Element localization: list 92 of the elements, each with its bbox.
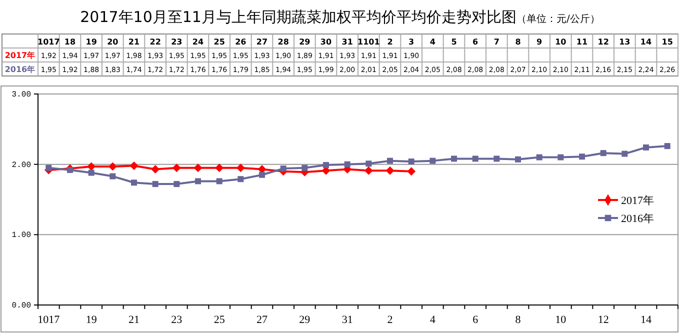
category-label: 6 xyxy=(472,314,478,326)
x-tick-label: 20 xyxy=(107,38,119,46)
x-tick-label: 3 xyxy=(408,38,414,46)
point xyxy=(67,166,73,173)
category-label: 27 xyxy=(256,314,268,326)
x-tick-label: 22 xyxy=(150,38,161,46)
category-label: 10 xyxy=(555,314,566,326)
x-tick-label: 5 xyxy=(451,38,458,46)
point xyxy=(195,178,201,184)
point xyxy=(600,150,606,156)
category-label: 29 xyxy=(299,314,310,326)
point xyxy=(622,150,628,157)
point xyxy=(430,158,436,164)
x-tick-label: 1017 xyxy=(38,38,60,46)
y-tick-label: 2.00 xyxy=(12,160,32,170)
x-tick-label: 13 xyxy=(619,38,630,46)
category-label: 1017 xyxy=(38,314,60,326)
chart-subtitle: （单位：元/公斤） xyxy=(516,13,600,25)
x-tick-label: 10 xyxy=(555,38,567,46)
point xyxy=(451,156,457,162)
x-tick-label: 9 xyxy=(536,38,543,46)
point xyxy=(152,181,158,188)
point xyxy=(643,144,649,150)
point xyxy=(536,154,542,160)
x-tick-label: 15 xyxy=(662,38,674,46)
x-tick-label: 14 xyxy=(640,38,652,46)
x-tick-label: 29 xyxy=(299,38,311,46)
legend-label: 2017年 xyxy=(621,195,654,207)
point xyxy=(407,167,416,176)
x-tick-label: 24 xyxy=(192,38,204,46)
point xyxy=(46,164,52,171)
y-tick-label: 3.00 xyxy=(12,90,32,100)
point xyxy=(302,164,308,171)
point xyxy=(151,165,160,174)
point xyxy=(236,164,245,172)
category-label: 14 xyxy=(640,314,652,326)
point xyxy=(664,143,670,150)
x-tick-label: 7 xyxy=(494,38,500,46)
point xyxy=(130,161,138,170)
category-label: 23 xyxy=(171,314,182,326)
point xyxy=(344,161,350,168)
point xyxy=(172,164,181,172)
x-tick-label: 27 xyxy=(256,38,268,46)
x-tick-label: 8 xyxy=(515,38,522,46)
point xyxy=(259,172,265,178)
x-tick-label: 1101 xyxy=(358,38,380,46)
x-tick-label: 4 xyxy=(430,38,436,46)
point xyxy=(386,166,394,175)
category-label: 12 xyxy=(598,314,609,326)
point xyxy=(280,166,286,172)
chart-title: 2017年10月至11月与上年同期蔬菜加权平均价平均价走势对比图 xyxy=(80,8,516,26)
x-tick-label: 12 xyxy=(598,38,609,46)
text: 2016年 xyxy=(4,65,36,74)
point xyxy=(174,181,180,188)
point xyxy=(408,158,414,165)
x-tick-label: 30 xyxy=(320,38,332,46)
x-tick-label: 23 xyxy=(171,38,182,46)
legend-label: 2016年 xyxy=(621,213,654,225)
y-tick-label: 1.00 xyxy=(12,231,32,240)
point xyxy=(323,162,329,168)
point xyxy=(515,156,521,162)
point xyxy=(238,176,244,182)
x-tick-label: 2 xyxy=(387,38,393,46)
category-label: 19 xyxy=(86,314,97,326)
point xyxy=(194,164,202,172)
x-tick-label: 6 xyxy=(472,38,479,46)
x-tick-label: 28 xyxy=(278,38,290,46)
x-tick-label: 31 xyxy=(342,38,354,46)
point xyxy=(558,154,564,160)
point xyxy=(215,164,224,172)
point xyxy=(366,160,372,167)
point xyxy=(131,180,137,186)
x-tick-label: 25 xyxy=(214,38,226,46)
point xyxy=(88,170,94,176)
x-tick-label: 19 xyxy=(86,38,98,46)
point xyxy=(110,173,116,180)
point xyxy=(364,166,373,175)
point xyxy=(579,154,585,160)
y-tick-label: 0.00 xyxy=(12,302,32,311)
category-label: 8 xyxy=(515,314,521,326)
category-label: 21 xyxy=(128,314,140,326)
point xyxy=(494,156,500,162)
category-label: 31 xyxy=(342,314,353,326)
point xyxy=(387,158,393,164)
x-tick-label: 18 xyxy=(64,38,76,46)
x-tick-label: 11 xyxy=(576,38,588,46)
text: 2017年 xyxy=(4,51,36,60)
x-tick-label: 21 xyxy=(128,38,140,46)
category-label: 25 xyxy=(214,314,225,326)
x-tick-label: 26 xyxy=(235,38,247,46)
point xyxy=(216,178,222,184)
point xyxy=(472,156,478,162)
